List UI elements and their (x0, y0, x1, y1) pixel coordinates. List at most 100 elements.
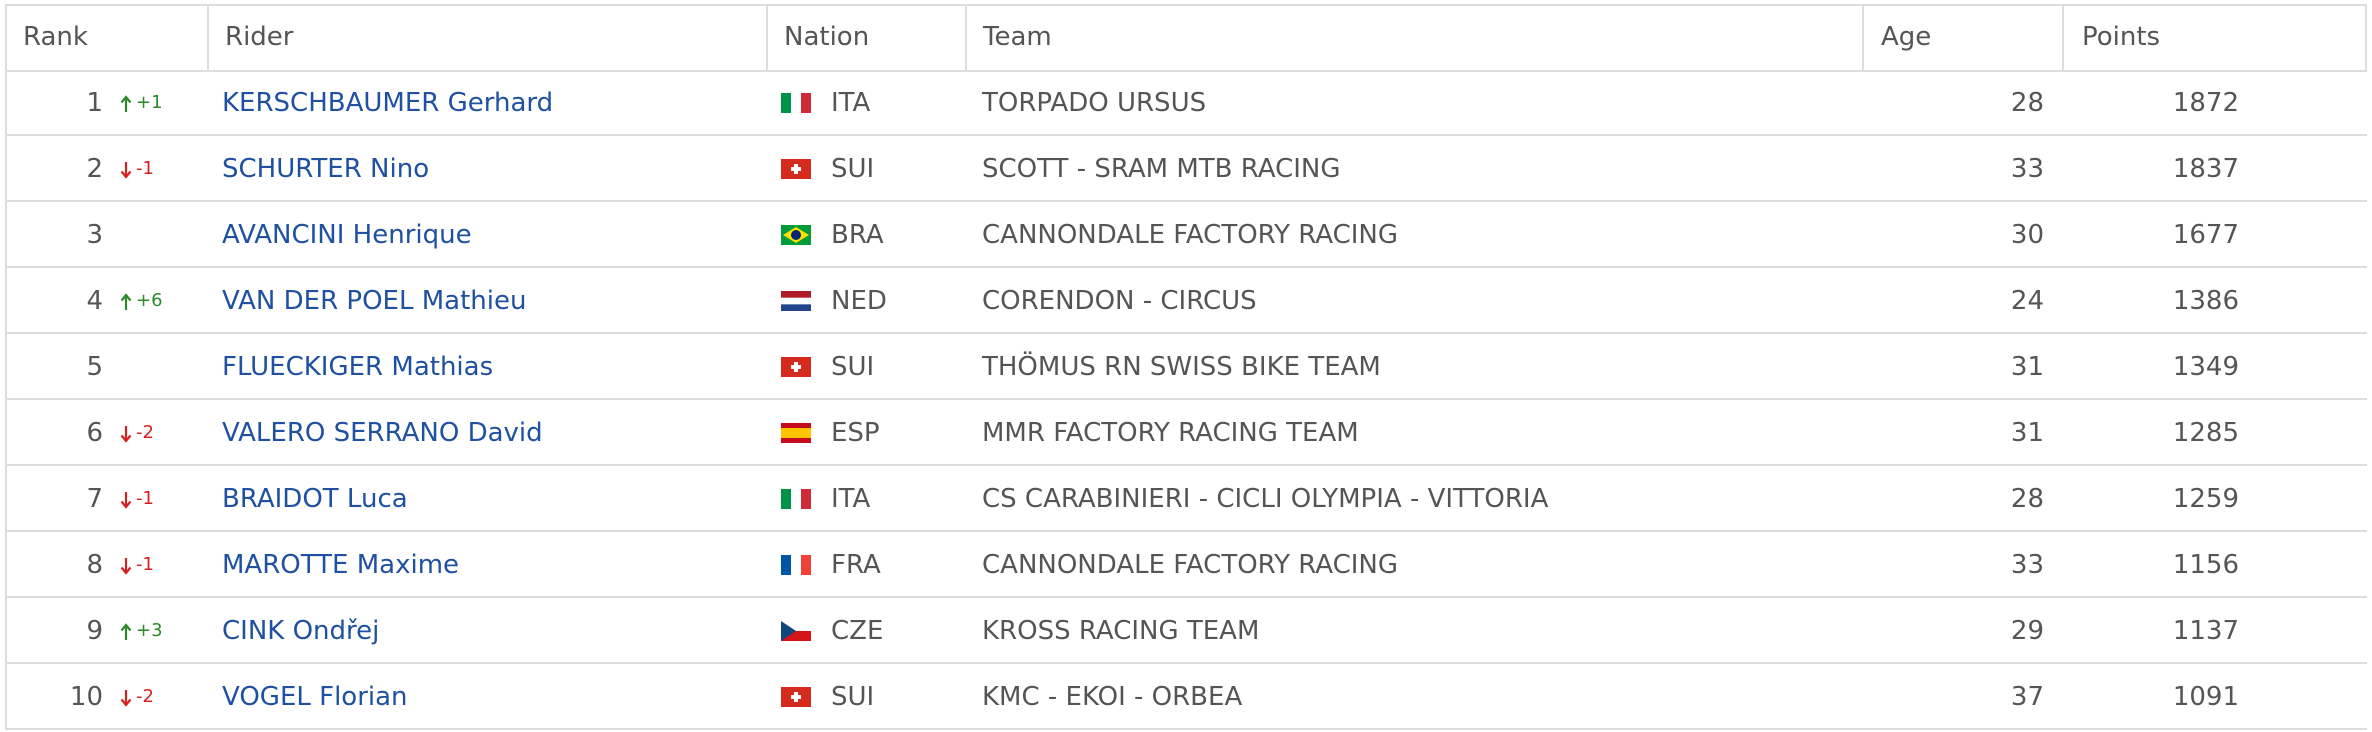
rank-down-arrow (120, 492, 132, 509)
rank-change: -2 (136, 686, 154, 707)
team: CANNONDALE FACTORY RACING (982, 220, 1398, 250)
age: 33 (2010, 154, 2044, 184)
nation: SUI (831, 352, 875, 382)
nation: BRA (831, 220, 884, 250)
points: 1872 (2172, 88, 2239, 118)
flag-icon (781, 357, 811, 377)
column-divider (1862, 4, 1864, 70)
table-row (5, 202, 2367, 268)
table-row (5, 664, 2367, 730)
age: 33 (2010, 550, 2044, 580)
rider-link[interactable]: FLUECKIGER Mathias (222, 352, 494, 382)
flag-icon (781, 225, 811, 245)
rank-down-arrow (120, 690, 132, 707)
team: SCOTT - SRAM MTB RACING (982, 154, 1341, 184)
nation: CZE (831, 616, 884, 646)
rank-change: -1 (136, 488, 154, 509)
nation: NED (831, 286, 887, 316)
table-row (5, 400, 2367, 466)
rank-change: +3 (136, 620, 163, 641)
nation: ITA (831, 484, 871, 514)
team: CS CARABINIERI - CICLI OLYMPIA - VITTORI… (982, 484, 1549, 514)
column-divider (766, 4, 768, 70)
rank: 7 (86, 484, 103, 514)
rank-change: -2 (136, 422, 154, 443)
flag-icon (781, 687, 811, 707)
rider-link[interactable]: MAROTTE Maxime (222, 550, 460, 580)
rider-link[interactable]: BRAIDOT Luca (222, 484, 408, 514)
age: 28 (2010, 88, 2044, 118)
nation: ITA (831, 88, 871, 118)
rider-link[interactable]: VALERO SERRANO David (222, 418, 543, 448)
rank: 3 (86, 220, 103, 250)
column-header[interactable]: Team (983, 22, 1052, 52)
team: KMC - EKOI - ORBEA (982, 682, 1243, 712)
rider-link[interactable]: VAN DER POEL Mathieu (222, 286, 527, 316)
rank-change: +6 (136, 290, 163, 311)
rank-up-arrow (120, 623, 132, 640)
rank-up-arrow (120, 95, 132, 112)
rank-up-arrow (120, 293, 132, 310)
points: 1156 (2172, 550, 2239, 580)
points: 1677 (2172, 220, 2239, 250)
column-header[interactable]: Age (1881, 22, 1932, 52)
rank: 6 (86, 418, 103, 448)
team: CANNONDALE FACTORY RACING (982, 550, 1398, 580)
rider-link[interactable]: CINK Ondřej (222, 616, 380, 646)
table-row (5, 532, 2367, 598)
team: CORENDON - CIRCUS (982, 286, 1257, 316)
flag-icon (781, 159, 811, 179)
age: 31 (2010, 352, 2044, 382)
flag-icon (781, 621, 811, 641)
rank-down-arrow (120, 162, 132, 179)
rank: 9 (86, 616, 103, 646)
column-header[interactable]: Rank (23, 22, 88, 52)
rider-link[interactable]: AVANCINI Henrique (222, 220, 472, 250)
points: 1259 (2172, 484, 2239, 514)
rank-change: +1 (136, 92, 163, 113)
team: KROSS RACING TEAM (982, 616, 1260, 646)
age: 37 (2010, 682, 2044, 712)
column-header[interactable]: Nation (784, 22, 870, 52)
points: 1091 (2172, 682, 2239, 712)
nation: ESP (831, 418, 880, 448)
table-row (5, 268, 2367, 334)
rank-change: -1 (136, 554, 154, 575)
rank: 8 (86, 550, 103, 580)
rider-link[interactable]: KERSCHBAUMER Gerhard (222, 88, 554, 118)
table-row (5, 70, 2367, 136)
flag-icon (781, 423, 811, 443)
age: 28 (2010, 484, 2044, 514)
column-divider (965, 4, 967, 70)
rank: 1 (86, 88, 103, 118)
rank: 4 (86, 286, 103, 316)
points: 1285 (2172, 418, 2239, 448)
header-row (5, 4, 2367, 72)
points: 1837 (2172, 154, 2239, 184)
table-row (5, 466, 2367, 532)
column-header[interactable]: Rider (225, 22, 294, 52)
rank-change: -1 (136, 158, 154, 179)
team: THÖMUS RN SWISS BIKE TEAM (982, 352, 1381, 382)
rank: 2 (86, 154, 103, 184)
rank: 5 (86, 352, 103, 382)
flag-icon (781, 489, 811, 509)
column-header[interactable]: Points (2082, 22, 2161, 52)
team: TORPADO URSUS (982, 88, 1207, 118)
rank-down-arrow (120, 558, 132, 575)
rider-link[interactable]: SCHURTER Nino (222, 154, 430, 184)
age: 31 (2010, 418, 2044, 448)
flag-icon (781, 93, 811, 113)
rank: 10 (69, 682, 103, 712)
points: 1349 (2172, 352, 2239, 382)
points: 1137 (2172, 616, 2239, 646)
rider-link[interactable]: VOGEL Florian (222, 682, 408, 712)
column-divider (2062, 4, 2064, 70)
table-row (5, 598, 2367, 664)
points: 1386 (2172, 286, 2239, 316)
nation: SUI (831, 154, 875, 184)
team: MMR FACTORY RACING TEAM (982, 418, 1359, 448)
flag-icon (781, 555, 811, 575)
age: 24 (2010, 286, 2044, 316)
